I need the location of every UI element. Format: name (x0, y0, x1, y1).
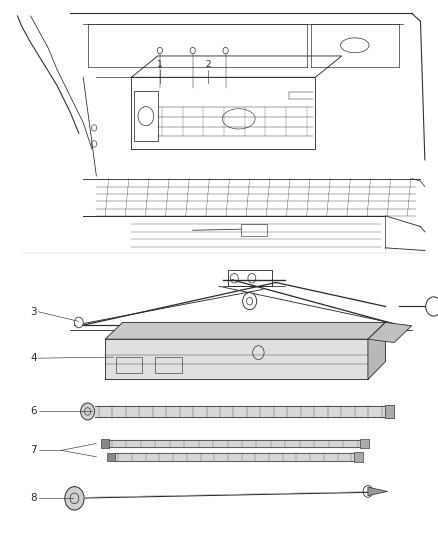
Polygon shape (368, 322, 385, 379)
Text: 3: 3 (31, 307, 37, 317)
Polygon shape (105, 322, 385, 339)
Circle shape (74, 317, 83, 328)
Bar (105, 339, 368, 379)
Bar (155, 357, 182, 373)
Text: 6: 6 (31, 407, 37, 416)
Bar (228, 270, 272, 286)
Bar (107, 453, 115, 461)
Text: 1: 1 (157, 60, 163, 69)
Bar (354, 452, 363, 462)
Text: 2: 2 (205, 60, 211, 69)
Bar (241, 224, 267, 236)
Circle shape (65, 487, 84, 510)
Polygon shape (368, 487, 388, 496)
Bar (360, 439, 369, 448)
Circle shape (426, 297, 438, 316)
Bar (101, 439, 109, 448)
Circle shape (81, 403, 95, 420)
Circle shape (243, 293, 257, 310)
Polygon shape (368, 322, 412, 343)
Bar (134, 91, 158, 141)
Text: 7: 7 (31, 446, 37, 455)
Text: 4: 4 (31, 353, 37, 363)
Bar (385, 405, 394, 418)
Text: 8: 8 (31, 494, 37, 503)
Bar (116, 357, 142, 373)
